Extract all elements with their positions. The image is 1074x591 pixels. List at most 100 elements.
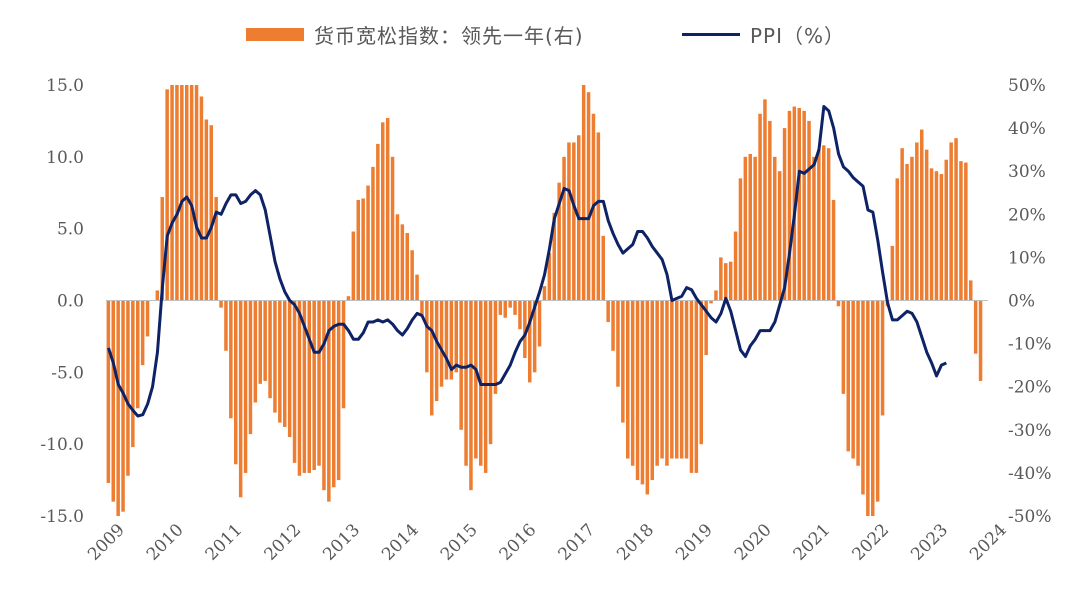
bar[interactable]: [400, 224, 405, 301]
bar[interactable]: [895, 178, 900, 301]
bar[interactable]: [763, 99, 767, 301]
bar[interactable]: [219, 300, 223, 308]
bar[interactable]: [861, 300, 865, 495]
bar[interactable]: [738, 178, 743, 301]
bar[interactable]: [199, 96, 204, 301]
bar[interactable]: [900, 148, 904, 301]
bar[interactable]: [547, 253, 552, 301]
bar[interactable]: [728, 261, 733, 301]
bar[interactable]: [704, 300, 708, 356]
bar[interactable]: [777, 171, 782, 301]
bar[interactable]: [185, 85, 189, 301]
bar[interactable]: [381, 122, 385, 301]
bar[interactable]: [136, 300, 140, 409]
bar[interactable]: [126, 300, 130, 476]
bar[interactable]: [655, 300, 659, 466]
bar[interactable]: [121, 300, 125, 512]
bar[interactable]: [959, 161, 963, 301]
bar[interactable]: [327, 300, 331, 502]
bar[interactable]: [268, 300, 272, 399]
bar[interactable]: [797, 107, 802, 301]
bar[interactable]: [709, 300, 713, 304]
bar[interactable]: [336, 300, 341, 481]
bar[interactable]: [586, 92, 591, 301]
bar[interactable]: [675, 300, 679, 459]
bar[interactable]: [567, 142, 571, 301]
bar[interactable]: [165, 89, 169, 301]
bar[interactable]: [856, 300, 860, 466]
bar[interactable]: [807, 120, 811, 301]
bar[interactable]: [802, 110, 806, 301]
bar[interactable]: [679, 300, 684, 459]
bar[interactable]: [601, 235, 606, 301]
bar[interactable]: [929, 168, 934, 301]
bar[interactable]: [106, 300, 111, 483]
bar[interactable]: [640, 300, 645, 485]
bar[interactable]: [474, 300, 478, 459]
bar[interactable]: [768, 120, 772, 301]
bar[interactable]: [934, 171, 939, 301]
bar[interactable]: [714, 290, 718, 301]
bar[interactable]: [606, 300, 610, 323]
bar[interactable]: [317, 300, 321, 466]
bar[interactable]: [905, 164, 909, 301]
bar[interactable]: [425, 300, 429, 373]
bar[interactable]: [782, 128, 787, 301]
bar[interactable]: [611, 300, 615, 351]
bar[interactable]: [954, 138, 958, 301]
bar[interactable]: [503, 300, 508, 318]
bar[interactable]: [528, 300, 532, 383]
bar[interactable]: [351, 231, 356, 301]
bar[interactable]: [175, 85, 179, 301]
bar[interactable]: [724, 263, 728, 301]
bar[interactable]: [542, 286, 547, 301]
bar[interactable]: [773, 156, 777, 301]
bar[interactable]: [523, 300, 527, 358]
bar[interactable]: [875, 300, 880, 502]
bar[interactable]: [258, 300, 263, 384]
bar[interactable]: [596, 132, 601, 301]
bar[interactable]: [753, 156, 757, 301]
bar[interactable]: [415, 274, 419, 301]
bar[interactable]: [758, 113, 762, 301]
bar[interactable]: [944, 159, 949, 301]
bar[interactable]: [973, 300, 978, 354]
bar[interactable]: [160, 197, 165, 301]
bar[interactable]: [508, 300, 512, 308]
bar[interactable]: [645, 300, 650, 495]
bar[interactable]: [498, 300, 503, 315]
bar[interactable]: [969, 280, 973, 301]
bar[interactable]: [978, 300, 983, 381]
bar[interactable]: [297, 300, 302, 476]
bar[interactable]: [689, 300, 694, 473]
bar[interactable]: [390, 156, 395, 301]
bar[interactable]: [444, 300, 449, 380]
bar[interactable]: [537, 300, 542, 347]
bar[interactable]: [287, 300, 292, 437]
bar[interactable]: [292, 300, 297, 463]
bar[interactable]: [302, 300, 307, 473]
bar[interactable]: [949, 142, 953, 301]
bar[interactable]: [650, 300, 655, 481]
bar[interactable]: [846, 300, 851, 452]
bar[interactable]: [214, 197, 218, 301]
bar[interactable]: [376, 143, 380, 301]
bar[interactable]: [111, 300, 116, 502]
bar[interactable]: [356, 199, 361, 301]
bar[interactable]: [346, 296, 351, 301]
ppi-line-series[interactable]: [107, 105, 947, 418]
bar[interactable]: [822, 145, 826, 301]
bar[interactable]: [626, 300, 630, 459]
bar[interactable]: [307, 300, 312, 473]
bar[interactable]: [920, 129, 924, 301]
bar[interactable]: [684, 300, 689, 459]
bar[interactable]: [812, 156, 816, 301]
bar[interactable]: [243, 300, 248, 473]
bar[interactable]: [915, 142, 919, 301]
bar[interactable]: [694, 300, 699, 473]
bar[interactable]: [322, 300, 326, 491]
bar[interactable]: [434, 300, 439, 402]
bar[interactable]: [841, 300, 846, 394]
bar[interactable]: [552, 212, 557, 301]
bar[interactable]: [660, 300, 664, 459]
